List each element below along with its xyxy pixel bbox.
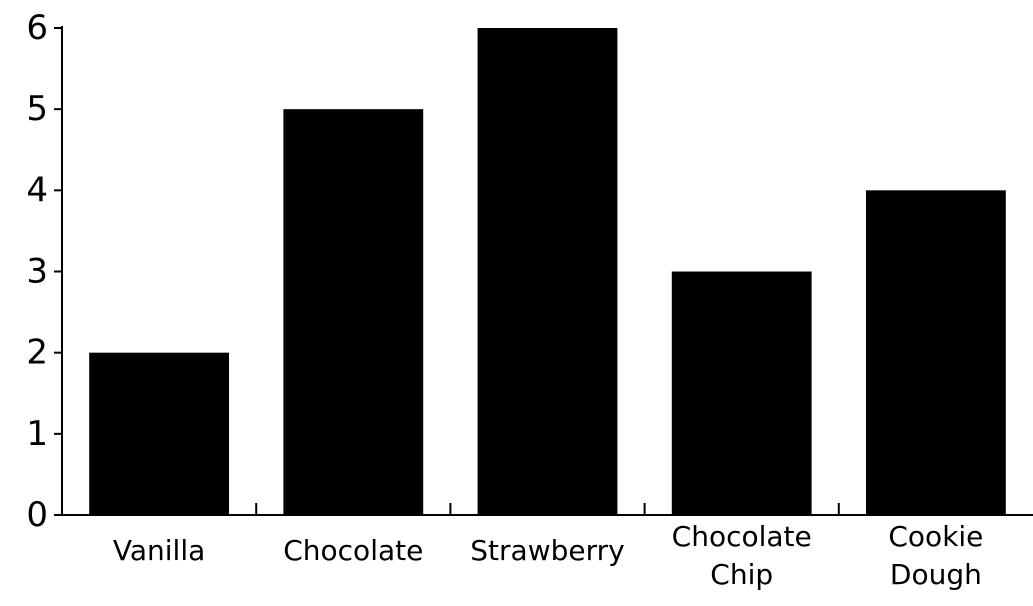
bar-3 — [477, 28, 618, 515]
y-tick-label: 5 — [26, 89, 48, 129]
y-tick-label: 2 — [26, 333, 48, 373]
x-tick-label: Chocolate — [283, 534, 423, 567]
x-tick-label: Cookie Dough — [888, 520, 983, 591]
y-tick-label: 4 — [26, 170, 48, 210]
x-tick-label-line: Chocolate — [672, 520, 812, 553]
y-axis: 0 1 2 3 4 5 6 — [26, 8, 63, 535]
y-tick-label: 0 — [26, 495, 48, 535]
bars — [89, 28, 1006, 516]
category-labels: Vanilla Chocolate Strawberry Chocolate ChipC… — [113, 520, 984, 591]
bar-2 — [283, 109, 424, 516]
x-tick-label-line: Cookie — [888, 520, 983, 553]
bar-4 — [671, 271, 812, 515]
x-tick-label: Strawberry — [470, 534, 624, 567]
x-tick-label-line: Chip — [710, 558, 773, 591]
x-tick-label: Chocolate Chip — [672, 520, 812, 591]
y-tick-label: 1 — [26, 414, 48, 454]
x-tick-label: Vanilla — [113, 534, 205, 567]
bar-1 — [89, 352, 230, 515]
bar-5 — [865, 190, 1006, 516]
y-tick-label: 6 — [26, 8, 48, 48]
y-tick-label: 3 — [26, 252, 48, 292]
x-tick-label-line: Dough — [890, 558, 982, 591]
